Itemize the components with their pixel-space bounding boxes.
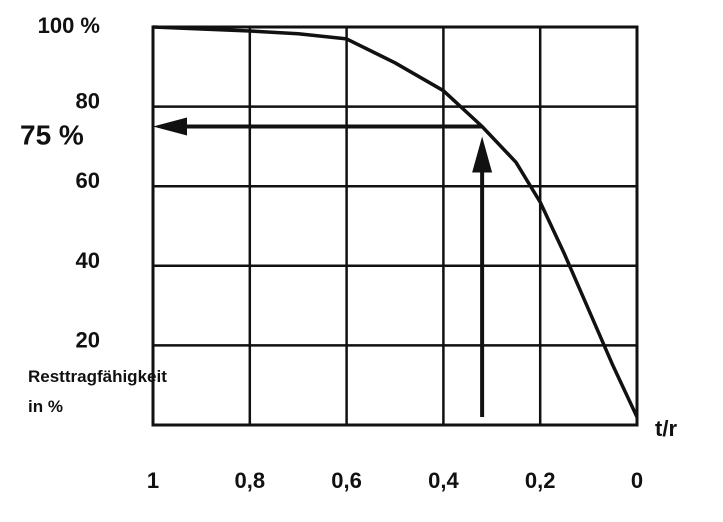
arrow-left-head xyxy=(153,117,187,136)
x-axis-label: t/r xyxy=(655,416,677,441)
x-tick-label: 0 xyxy=(631,468,643,493)
data-series-line xyxy=(152,25,639,418)
y-axis-label: in % xyxy=(28,397,63,416)
y-tick-label: 60 xyxy=(76,168,100,193)
x-tick-label: 0,6 xyxy=(331,468,362,493)
plot-line xyxy=(152,25,639,418)
annotations xyxy=(153,117,493,418)
x-tick-label: 0,2 xyxy=(525,468,556,493)
arrow-up-head xyxy=(472,136,493,173)
y-tick-label: 100 % xyxy=(38,13,100,38)
x-tick-label: 1 xyxy=(147,468,159,493)
y-tick-label: 20 xyxy=(76,327,100,352)
y-tick-label: 40 xyxy=(76,248,100,273)
labels: 1 0,8 0,6 0,4 0,2 0 100 % 80 60 40 20 75 % t/r Resttr… xyxy=(20,13,677,493)
plot-frame xyxy=(151,25,639,427)
annotation-label: 75 % xyxy=(20,120,84,151)
x-tick-label: 0,4 xyxy=(428,468,459,493)
x-tick-label: 0,8 xyxy=(235,468,266,493)
grid xyxy=(151,25,639,427)
y-axis-label: Resttragfähigkeit xyxy=(28,367,167,386)
y-tick-label: 80 xyxy=(76,89,100,114)
